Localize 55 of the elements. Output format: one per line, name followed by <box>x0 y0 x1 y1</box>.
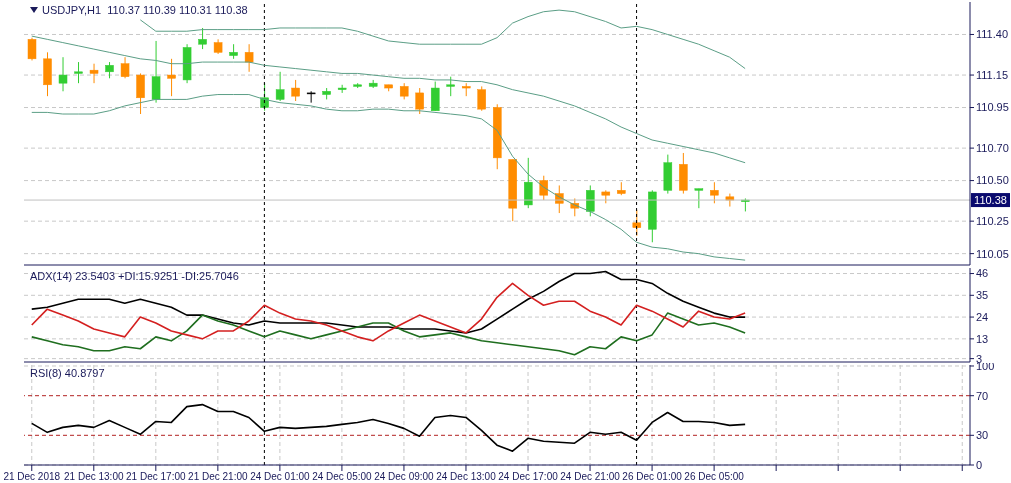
candlestick <box>275 71 285 102</box>
y-tick-label: 110.25 <box>976 215 1009 228</box>
x-tick-label: 21 Dec 13:00 <box>64 471 124 483</box>
line-series <box>30 312 746 356</box>
y-tick-label: 30 <box>976 429 989 442</box>
y-tick-label: 24 <box>976 310 989 323</box>
candlestick <box>89 63 99 84</box>
x-tick-label: 24 Dec 09:00 <box>374 471 435 483</box>
x-tick-label: 26 Dec 05:00 <box>684 471 745 483</box>
candlestick <box>291 79 300 102</box>
candlestick <box>27 37 37 61</box>
ref-line-label: 110.38 <box>974 194 1007 207</box>
y-tick-label: 110.70 <box>976 142 1009 155</box>
candlestick <box>244 43 254 73</box>
candlestick <box>167 58 176 97</box>
candlestick <box>430 81 440 112</box>
line-series <box>31 35 746 164</box>
x-tick-label: 21 Dec 2018 <box>3 471 61 483</box>
y-tick-label: 111.40 <box>976 28 1009 41</box>
y-tick-label: 70 <box>976 389 989 402</box>
y-tick-label: 110.50 <box>976 174 1009 187</box>
candlestick <box>694 188 704 209</box>
chart-title: ADX(14) 23.5403 +DI:15.9251 -DI:25.7046 <box>30 270 239 282</box>
y-tick-label: 0 <box>976 458 983 471</box>
x-tick-label: 24 Dec 13:00 <box>436 471 497 483</box>
x-tick-label: 21 Dec 21:00 <box>188 471 249 483</box>
x-tick-label: 24 Dec 17:00 <box>498 471 559 483</box>
candlestick <box>306 90 316 104</box>
candlestick <box>198 27 207 50</box>
candlestick <box>136 72 145 115</box>
line-series <box>30 282 746 342</box>
candlestick <box>710 181 719 204</box>
y-tick-label: 13 <box>976 332 989 345</box>
candlestick <box>632 209 642 237</box>
candlestick <box>151 40 161 104</box>
x-tick-label: 26 Dec 01:00 <box>622 471 683 483</box>
y-tick-label: 111.15 <box>976 68 1009 81</box>
candlestick <box>524 157 533 209</box>
candlestick <box>120 56 130 79</box>
chart-title: USDJPY,H1 110.37 110.39 110.31 110.38 <box>42 4 248 16</box>
y-tick-label: 35 <box>976 289 989 302</box>
candlestick <box>415 87 424 115</box>
x-tick-label: 24 Dec 01:00 <box>250 471 311 483</box>
x-tick-label: 21 Dec 17:00 <box>126 471 186 483</box>
x-tick-label: 24 Dec 21:00 <box>560 471 621 483</box>
y-tick-label: 110.95 <box>976 101 1009 114</box>
candlestick <box>446 76 455 97</box>
y-tick-label: 110.05 <box>976 247 1009 260</box>
chart-title: RSI(8) 40.8797 <box>30 367 105 379</box>
y-tick-label: 46 <box>976 267 989 280</box>
candlestick <box>74 61 83 84</box>
x-tick-label: 24 Dec 05:00 <box>312 471 373 483</box>
candlestick <box>477 85 486 112</box>
candlestick <box>539 175 549 201</box>
candlestick <box>58 56 68 92</box>
